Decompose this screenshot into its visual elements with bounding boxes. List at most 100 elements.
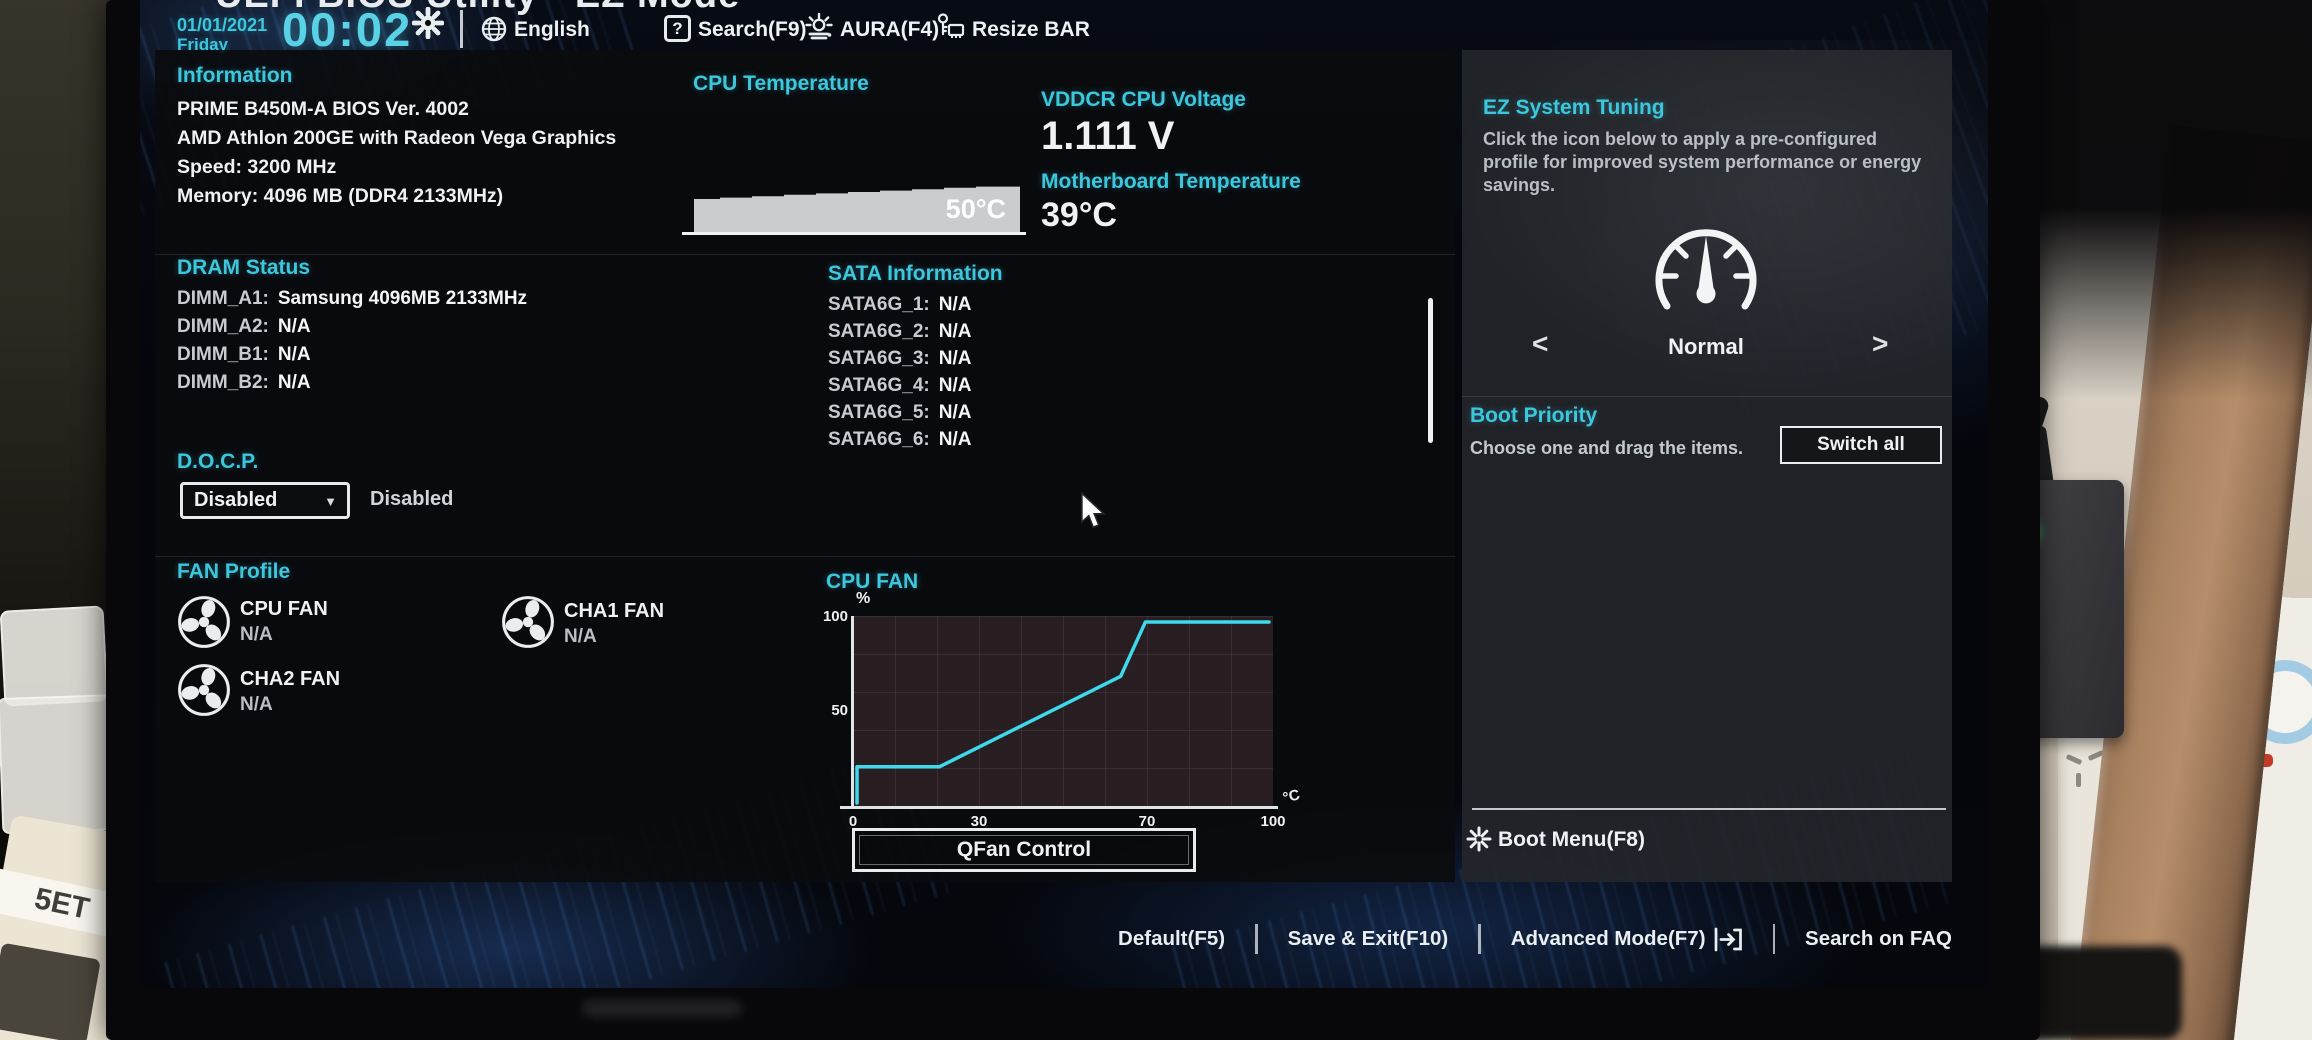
- sata6-label: SATA6G_6:: [828, 429, 930, 450]
- cpu-temperature-value: 50°C: [945, 194, 1006, 224]
- boot-menu-icon: [1466, 826, 1492, 852]
- sata2-value: N/A: [938, 321, 972, 342]
- sata5-label: SATA6G_5:: [828, 402, 930, 423]
- sata-information-title: SATA Information: [828, 262, 1003, 285]
- header-separator: [460, 10, 463, 48]
- divider: [155, 556, 1455, 557]
- sata-row: SATA6G_1: N/A: [828, 294, 971, 316]
- boot-priority-title: Boot Priority: [1470, 404, 1598, 427]
- right-panel: [1462, 50, 1952, 882]
- globe-icon: [480, 15, 508, 43]
- fan-chart-ylabel: %: [856, 590, 871, 607]
- search-faq-label: Search on FAQ: [1805, 927, 1952, 950]
- switch-all-label: Switch all: [1817, 434, 1905, 455]
- sata5-value: N/A: [938, 402, 972, 423]
- language-selector[interactable]: English: [514, 18, 590, 41]
- exit-door-icon: [1713, 926, 1743, 953]
- device-label-text: 5ET: [31, 882, 93, 926]
- switch-all-button[interactable]: Switch all: [1780, 426, 1942, 464]
- tuning-mode-label: Normal: [1668, 334, 1744, 359]
- information-title: Information: [177, 64, 293, 87]
- info-line-model: PRIME B450M-A BIOS Ver. 4002: [177, 98, 469, 120]
- fan-chart-xaxis: [840, 806, 1278, 809]
- cpu-fan-value: N/A: [240, 624, 273, 645]
- resize-bar-button[interactable]: Resize BAR: [972, 18, 1090, 41]
- dram-row: DIMM_B2: N/A: [177, 372, 311, 394]
- footer-bar: Default(F5) Save & Exit(F10) Advanced Mo…: [866, 918, 1952, 960]
- dimm-b2-value: N/A: [277, 372, 311, 393]
- sata-row: SATA6G_5: N/A: [828, 402, 971, 424]
- dram-row: DIMM_A2: N/A: [177, 316, 311, 338]
- sata4-value: N/A: [938, 375, 972, 396]
- voltage-title: VDDCR CPU Voltage: [1041, 88, 1246, 111]
- voltage-value: 1.111 V: [1041, 114, 1175, 158]
- docp-dropdown[interactable]: Disabled ▼: [180, 482, 350, 519]
- cha2-fan-label: CHA2 FAN: [240, 668, 341, 690]
- speedometer-icon[interactable]: [1636, 212, 1776, 330]
- xtick-100: 100: [1260, 813, 1286, 830]
- scrollbar[interactable]: [1428, 298, 1433, 443]
- mb-temperature-value: 39°C: [1041, 196, 1117, 234]
- fan-chart-title: CPU FAN: [826, 570, 919, 593]
- bezel-logo: [582, 1000, 742, 1017]
- dimm-b1-label: DIMM_B1:: [177, 344, 269, 365]
- fan-profile-title: FAN Profile: [177, 560, 291, 583]
- dimm-b1-value: N/A: [277, 344, 311, 365]
- gear-icon[interactable]: [412, 7, 444, 39]
- info-line-cpu: AMD Athlon 200GE with Radeon Vega Graphi…: [177, 127, 617, 149]
- dram-row: DIMM_B1: N/A: [177, 344, 311, 366]
- datetime-date[interactable]: 01/01/2021 Friday: [177, 15, 267, 55]
- ez-tuning-title: EZ System Tuning: [1483, 96, 1665, 119]
- fan-chart-plot[interactable]: [853, 616, 1273, 807]
- save-exit-label: Save & Exit(F10): [1287, 927, 1449, 950]
- dram-row: DIMM_A1: Samsung 4096MB 2133MHz: [177, 288, 527, 310]
- dram-status-title: DRAM Status: [177, 256, 311, 279]
- advanced-mode-button[interactable]: Advanced Mode(F7): [1511, 926, 1743, 953]
- dimm-b2-label: DIMM_B2:: [177, 372, 269, 393]
- docp-selected-value: Disabled: [194, 489, 278, 511]
- docp-status: Disabled: [370, 488, 454, 510]
- tuning-next-arrow[interactable]: >: [1872, 328, 1889, 359]
- chevron-down-icon: ▼: [324, 494, 337, 509]
- qfan-control-label: QFan Control: [956, 838, 1092, 861]
- cha1-fan-value: N/A: [564, 626, 597, 647]
- sata3-value: N/A: [938, 348, 972, 369]
- docp-title: D.O.C.P.: [177, 450, 259, 473]
- sata-row: SATA6G_2: N/A: [828, 321, 971, 343]
- search-icon: ?: [664, 15, 691, 42]
- footer-separator: [1478, 924, 1481, 954]
- search-glyph: ?: [672, 18, 683, 38]
- day-text: Friday: [177, 35, 229, 54]
- aura-button[interactable]: AURA(F4): [840, 18, 940, 41]
- device-screen: [0, 942, 101, 1040]
- save-exit-button[interactable]: Save & Exit(F10): [1288, 927, 1449, 951]
- ytick-100: 100: [822, 608, 848, 625]
- divider: [1462, 396, 1952, 397]
- cpu-temperature-gauge: 50°C: [682, 182, 1026, 240]
- bios-screen: UEFI BIOS Utility - EZ Mode 01/01/2021 F…: [140, 0, 1988, 988]
- cpu-fan-label: CPU FAN: [240, 598, 328, 620]
- cha1-fan-label: CHA1 FAN: [564, 600, 665, 622]
- fan-icon-cha1: [500, 594, 556, 650]
- dimm-a2-value: N/A: [277, 316, 311, 337]
- fan-icon-cha2: [176, 662, 232, 718]
- search-faq-button[interactable]: Search on FAQ: [1805, 927, 1952, 951]
- window-title: UEFI BIOS Utility - EZ Mode: [215, 0, 740, 17]
- boot-menu-button[interactable]: Boot Menu(F8): [1498, 828, 1645, 851]
- xtick-70: 70: [1138, 813, 1156, 830]
- ez-tuning-description: Click the icon below to apply a pre-conf…: [1483, 129, 1922, 195]
- cpu-temperature-title: CPU Temperature: [693, 72, 869, 95]
- tuning-prev-arrow[interactable]: <: [1532, 328, 1549, 359]
- default-button[interactable]: Default(F5): [1118, 927, 1225, 951]
- xtick-30: 30: [970, 813, 988, 830]
- sata-row: SATA6G_3: N/A: [828, 348, 971, 370]
- search-button[interactable]: Search(F9): [698, 18, 807, 41]
- advanced-mode-label: Advanced Mode(F7): [1510, 927, 1706, 950]
- xtick-0: 0: [848, 813, 858, 830]
- fan-curve-svg: [855, 620, 1271, 805]
- gauge-baseline: [682, 232, 1026, 235]
- monitor-bezel: UEFI BIOS Utility - EZ Mode 01/01/2021 F…: [106, 0, 2040, 1040]
- qfan-control-button[interactable]: QFan Control: [852, 828, 1196, 872]
- sata2-label: SATA6G_2:: [828, 321, 930, 342]
